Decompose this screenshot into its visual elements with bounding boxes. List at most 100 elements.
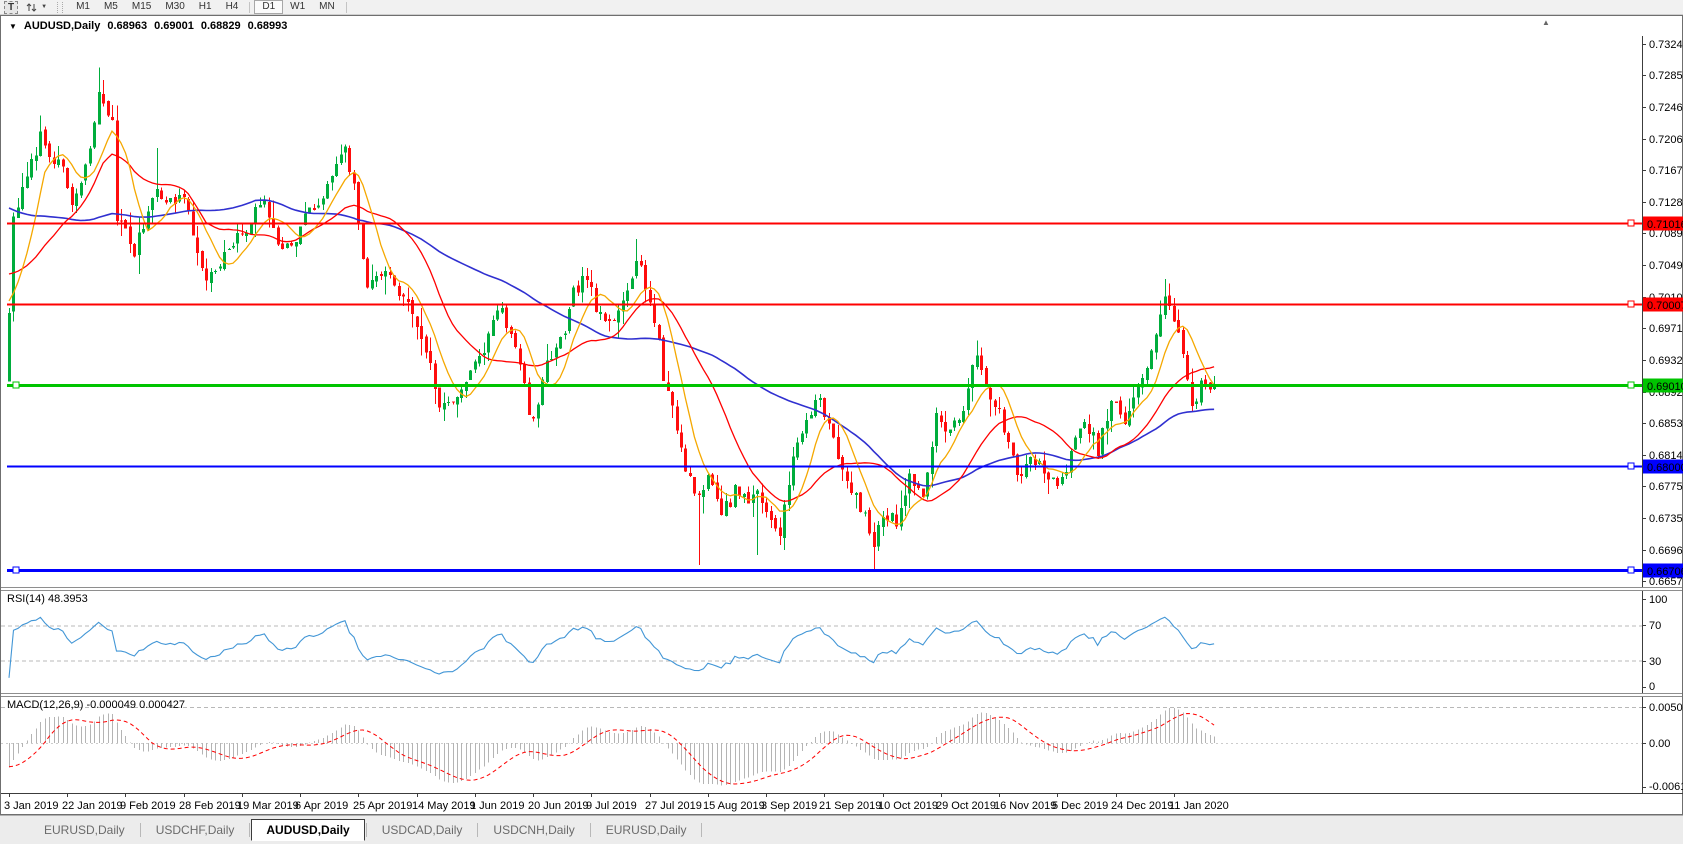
hline-handle[interactable] — [1627, 300, 1635, 308]
chart-tab-eurusd-daily[interactable]: EURUSD,Daily — [44, 823, 125, 837]
rsi-tick-label: 100 — [1649, 594, 1667, 606]
date-tick-label: 25 Apr 2019 — [353, 800, 412, 812]
hline-handle[interactable] — [12, 566, 20, 574]
date-tick-label: 3 Sep 2019 — [761, 800, 817, 812]
timeframe-button-m1[interactable]: M1 — [76, 1, 90, 12]
chart-tab-audusd-daily[interactable]: AUDUSD,Daily — [251, 819, 365, 841]
date-tick-label: 11 Jan 2020 — [1169, 800, 1229, 812]
macd-indicator-label: MACD(12,26,9) -0.000049 0.000427 — [7, 699, 185, 711]
timeframe-button-h4[interactable]: H4 — [225, 1, 239, 12]
date-tick-label: 9 Jul 2019 — [586, 800, 637, 812]
price-low-value: 0.68829 — [200, 20, 241, 32]
macd-histogram — [9, 708, 1215, 786]
scroll-up-icon[interactable]: ▲ — [1542, 18, 1550, 27]
timeframe-button-m5[interactable]: M5 — [103, 1, 118, 12]
rsi-indicator-label: RSI(14) 48.3953 — [7, 593, 88, 605]
tab-separator — [477, 823, 479, 837]
hline-price-label: 0.71016 — [1647, 219, 1683, 231]
hline-price-label: 0.68000 — [1647, 462, 1683, 474]
tab-separator — [701, 823, 703, 837]
chart-tab-usdcnh-daily[interactable]: USDCNH,Daily — [493, 823, 575, 837]
toolbar-grip[interactable] — [57, 1, 64, 13]
timeframe-button-m30[interactable]: M30 — [165, 1, 185, 12]
ma-line-slow — [8, 199, 1215, 487]
chart-tab-eurusd-daily[interactable]: EURUSD,Daily — [605, 823, 687, 837]
tab-separator — [365, 823, 367, 837]
hline-handle[interactable] — [1627, 566, 1635, 574]
timeframe-button-m15[interactable]: M15 — [131, 1, 152, 12]
macd-tick-label: 0.00 — [1649, 738, 1670, 750]
price-close-value: 0.68993 — [247, 20, 288, 32]
rsi-panel-canvas[interactable]: 100 70 30 0 — [1, 591, 1683, 693]
hline-handle[interactable] — [1627, 462, 1635, 470]
hline-price-label-box — [1643, 563, 1683, 578]
horizontal-line-0.70007[interactable]: 0.70007 — [7, 297, 1683, 313]
macd-tick-label: 0.005076 — [1649, 702, 1683, 714]
macd-signal-line — [8, 712, 1215, 785]
timeframe-button-mn[interactable]: MN — [319, 1, 335, 12]
horizontal-line-0.66706[interactable]: 0.66706 — [7, 563, 1683, 579]
date-tick-label: 20 Jun 2019 — [528, 800, 589, 812]
chart-tab-bar: EURUSD,Daily USDCHF,Daily AUDUSD,Daily USDC… — [0, 815, 1683, 844]
date-tick-label: 10 Oct 2019 — [878, 800, 938, 812]
chart-symbol-title: AUDUSD,Daily — [23, 20, 101, 32]
ohlc-toggle-icon[interactable]: ▼ — [9, 21, 17, 31]
hline-handle[interactable] — [1627, 219, 1635, 227]
scale-arrows-icon[interactable] — [26, 2, 37, 13]
rsi-tick-label: 30 — [1649, 656, 1661, 668]
horizontal-line-0.69010[interactable]: 0.69010 — [7, 378, 1683, 394]
panel-splitter[interactable] — [1, 587, 1682, 591]
toolbar-separator — [249, 1, 251, 13]
date-tick-label: 21 Sep 2019 — [819, 800, 881, 812]
toolbar: T ▼ M1 M5 M15 M30 H1 H4 D1 W1 MN — [0, 0, 1683, 15]
tab-separator — [589, 823, 591, 837]
chart-tab-usdcad-daily[interactable]: USDCAD,Daily — [381, 823, 463, 837]
date-tick-label: 3 Jan 2019 — [4, 800, 58, 812]
macd-panel-canvas[interactable]: 0.005076 0.00 -0.006148 — [1, 697, 1683, 793]
rsi-tick-label: 70 — [1649, 620, 1661, 632]
dropdown-caret-icon[interactable]: ▼ — [41, 4, 48, 10]
panel-splitter[interactable] — [1, 693, 1682, 697]
candlestick-series[interactable] — [8, 67, 1216, 571]
date-tick-label: 6 Apr 2019 — [295, 800, 348, 812]
chart-title-bar: ▼ AUDUSD,Daily 0.68963 0.69001 0.68829 0… — [1, 16, 1682, 36]
text-tool-button[interactable]: T — [4, 0, 19, 14]
horizontal-line-0.71016[interactable]: 0.71016 — [7, 216, 1683, 232]
timeframe-button-w1[interactable]: W1 — [290, 1, 306, 12]
hline-handle[interactable] — [1627, 381, 1635, 389]
hline-handle[interactable] — [12, 381, 20, 389]
rsi-tick-label: 0 — [1649, 681, 1655, 693]
timeframe-button-h1[interactable]: H1 — [198, 1, 212, 12]
horizontal-line-0.68000[interactable]: 0.68000 — [7, 459, 1683, 475]
hline-price-label: 0.69010 — [1647, 381, 1683, 393]
price-open-value: 0.68963 — [107, 20, 148, 32]
tab-separator — [139, 823, 141, 837]
timeframe-button-d1[interactable]: D1 — [254, 0, 284, 14]
ma-line-mid — [8, 153, 1215, 502]
macd-tick-label: -0.006148 — [1649, 781, 1683, 793]
date-tick-label: 9 Feb 2019 — [120, 800, 176, 812]
hline-price-label-box — [1643, 459, 1683, 474]
hline-price-label-box — [1643, 297, 1683, 312]
date-tick-label: 28 Feb 2019 — [179, 800, 241, 812]
date-tick-label: 22 Jan 2019 — [62, 800, 123, 812]
chart-tab-usdchf-daily[interactable]: USDCHF,Daily — [155, 823, 235, 837]
hline-price-label: 0.70007 — [1647, 300, 1683, 312]
date-tick-label: 19 Mar 2019 — [237, 800, 299, 812]
